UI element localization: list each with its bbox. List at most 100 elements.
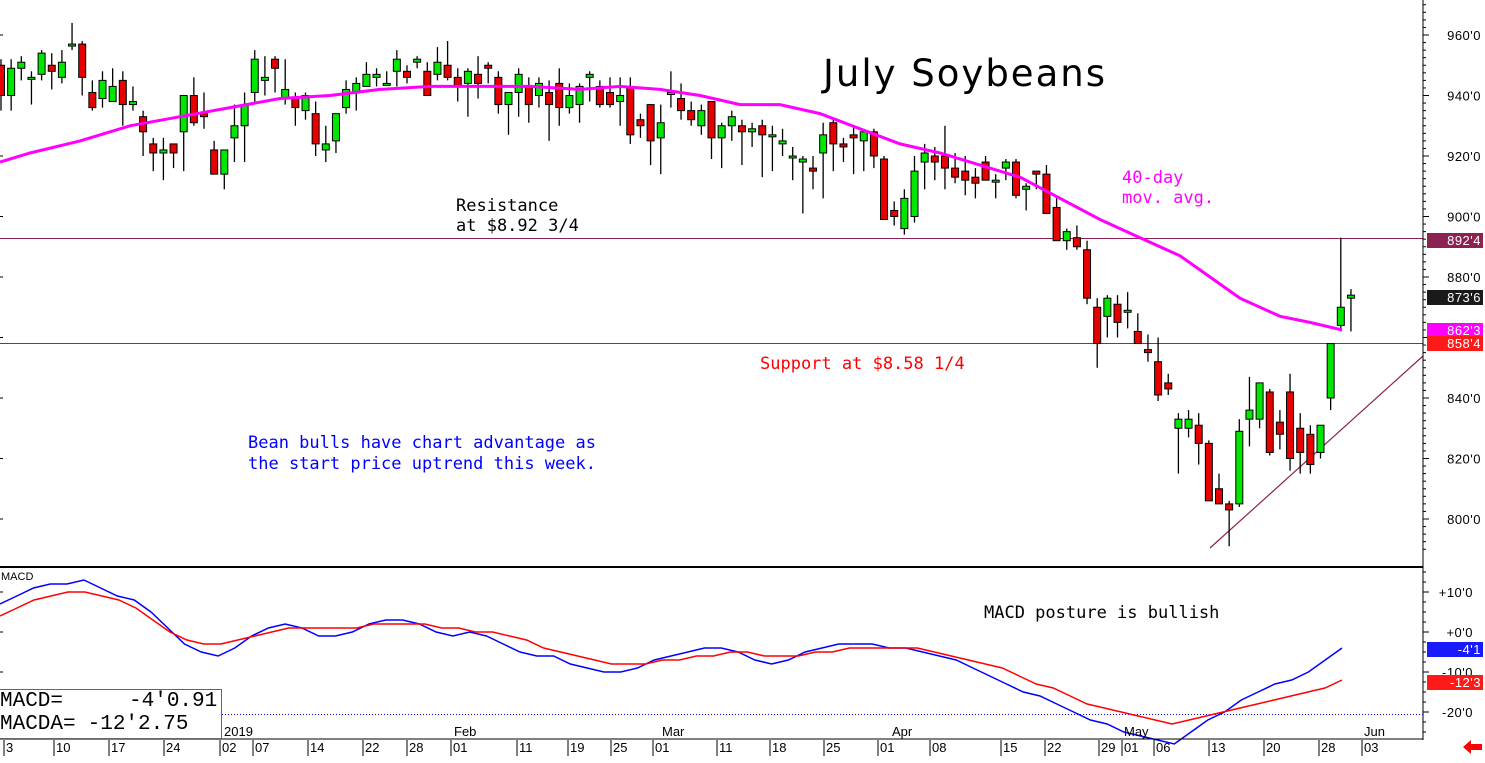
scroll-left-arrow-icon[interactable]: [1463, 740, 1483, 754]
date-label: 13: [1211, 740, 1225, 755]
macd-axis-label: +10'0: [1439, 585, 1473, 600]
candle-down: [1012, 161, 1020, 196]
candle-down: [1225, 503, 1234, 511]
candle-up: [98, 79, 107, 100]
price-axis-label: 840'0: [1447, 391, 1481, 406]
candle-up: [179, 95, 188, 133]
date-label: 06: [1156, 740, 1170, 755]
candle-down: [869, 131, 878, 157]
candle-down: [555, 82, 564, 109]
candle-down: [687, 110, 696, 121]
candle-up: [991, 179, 1000, 183]
candle-up: [463, 70, 472, 84]
candle-down: [606, 91, 614, 106]
candle-down: [646, 104, 655, 142]
candle-down: [707, 101, 716, 139]
date-label: 20: [1266, 740, 1280, 755]
candle-down: [971, 176, 980, 184]
price-axis-label: 960'0: [1447, 28, 1481, 43]
candle-up: [1062, 231, 1071, 242]
candle-down: [1306, 433, 1315, 466]
price-axis-label: 900'0: [1447, 210, 1481, 225]
candle-down: [1032, 170, 1041, 175]
candle-up: [534, 82, 543, 97]
candle-up: [565, 95, 574, 109]
candle-up: [27, 76, 36, 80]
candle-down: [1093, 306, 1102, 345]
candle-up: [920, 152, 929, 163]
candle-down: [890, 209, 899, 217]
candle-down: [88, 91, 97, 109]
candle-down: [981, 161, 990, 181]
candle-up: [159, 149, 168, 154]
macd-comment: MACD posture is bullish: [984, 603, 1220, 623]
macd-line: [0, 579, 1343, 745]
price-axis-label: 940'0: [1447, 89, 1481, 104]
candle-down: [1052, 206, 1061, 242]
year-label: 2019: [224, 724, 253, 739]
candle-down: [494, 76, 503, 106]
macda-readout-value: -12'2.75: [87, 713, 189, 736]
candle-up: [1022, 185, 1031, 190]
candle-up: [128, 101, 137, 106]
candle-down: [545, 91, 554, 106]
macda-line: [0, 591, 1343, 725]
candle-down: [311, 113, 320, 145]
candle-down: [809, 167, 817, 172]
candle-down: [524, 85, 533, 106]
macda-readout-line: MACDA= -12'2.75: [0, 713, 221, 736]
candle-down: [677, 98, 686, 112]
date-label: 14: [310, 740, 324, 755]
candle-down: [1204, 442, 1213, 502]
macd-axis-label: -20'0: [1442, 705, 1473, 720]
candle-up: [575, 85, 584, 106]
candle-up: [900, 197, 909, 230]
candle-down: [1215, 488, 1223, 505]
date-label: 29: [1101, 740, 1115, 755]
candle-up: [1235, 430, 1244, 505]
month-label: Mar: [662, 724, 685, 739]
candle-up: [1123, 309, 1132, 313]
candle-up: [1346, 294, 1355, 299]
candle-up: [788, 155, 797, 159]
candle-up: [372, 73, 381, 78]
candle-down: [169, 143, 178, 154]
candle-down: [47, 64, 56, 72]
candle-up: [7, 67, 16, 97]
moving-average-line: [0, 84, 1343, 332]
date-label: 01: [880, 740, 894, 755]
candle-up: [1316, 424, 1325, 453]
candle-up: [57, 61, 66, 78]
price-axis-label: 920'0: [1447, 149, 1481, 164]
date-label: 22: [1047, 740, 1061, 755]
candle-down: [1154, 361, 1163, 396]
candle-down: [930, 155, 939, 163]
candle-up: [616, 95, 625, 103]
candle-up: [910, 170, 919, 217]
macda-value-tag: -12'3: [1427, 675, 1483, 690]
date-label: 28: [409, 740, 423, 755]
moving-average-price-tag: 862'3: [1427, 323, 1483, 338]
commentary-line1: Bean bulls have chart advantage as: [248, 433, 596, 453]
candle-up: [37, 52, 46, 75]
candle-down: [626, 85, 635, 136]
date-label: 18: [772, 740, 786, 755]
candle-down: [737, 125, 746, 133]
candle-down: [839, 143, 848, 148]
candle-down: [758, 125, 767, 136]
candle-up: [585, 73, 594, 78]
candle-down: [149, 143, 158, 154]
candle-down: [403, 70, 411, 78]
candle-up: [433, 61, 442, 75]
candle-up: [819, 134, 828, 154]
price-panel: [0, 22, 1424, 549]
candle-down: [189, 95, 198, 124]
macd-readout-value: -4'0.91: [129, 690, 218, 713]
candle-down: [1164, 382, 1173, 390]
candle-down: [78, 43, 87, 78]
date-label: 28: [1321, 740, 1335, 755]
candle-up: [342, 88, 351, 109]
